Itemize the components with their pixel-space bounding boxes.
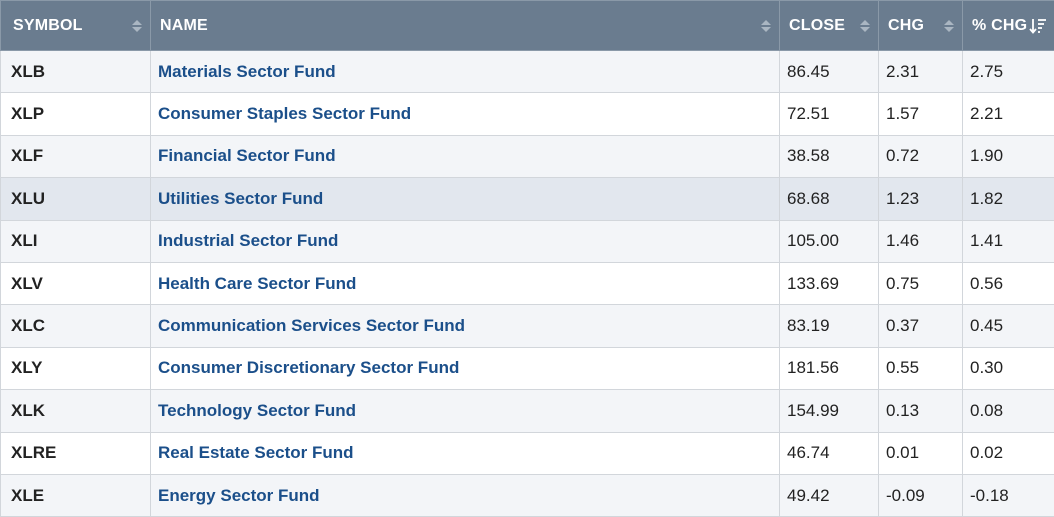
- fund-name-link[interactable]: Materials Sector Fund: [158, 62, 336, 81]
- chg-cell: 1.46: [879, 220, 963, 262]
- column-header-name-label: NAME: [160, 17, 208, 35]
- name-cell: Consumer Staples Sector Fund: [151, 93, 780, 135]
- fund-name-link[interactable]: Communication Services Sector Fund: [158, 316, 465, 335]
- close-cell: 181.56: [780, 347, 879, 389]
- close-cell: 105.00: [780, 220, 879, 262]
- close-cell: 154.99: [780, 390, 879, 432]
- symbol-cell: XLRE: [1, 432, 151, 474]
- pct-chg-cell: 0.56: [963, 262, 1054, 304]
- close-cell: 86.45: [780, 51, 879, 93]
- close-cell: 133.69: [780, 262, 879, 304]
- table-row[interactable]: XLC Communication Services Sector Fund 83.…: [1, 305, 1054, 347]
- fund-name-link[interactable]: Real Estate Sector Fund: [158, 443, 354, 462]
- chg-cell: 0.75: [879, 262, 963, 304]
- name-cell: Materials Sector Fund: [151, 51, 780, 93]
- pct-chg-cell: 1.82: [963, 178, 1054, 220]
- symbol-cell: XLB: [1, 51, 151, 93]
- table-row[interactable]: XLY Consumer Discretionary Sector Fund 181…: [1, 347, 1054, 389]
- fund-name-link[interactable]: Industrial Sector Fund: [158, 231, 338, 250]
- chg-cell: 1.57: [879, 93, 963, 135]
- table-row[interactable]: XLE Energy Sector Fund 49.42-0.09-0.18: [1, 474, 1054, 516]
- chg-cell: -0.09: [879, 474, 963, 516]
- column-header-pct-chg-label: % CHG: [972, 17, 1027, 35]
- name-cell: Technology Sector Fund: [151, 390, 780, 432]
- close-cell: 38.58: [780, 135, 879, 177]
- pct-chg-cell: 2.21: [963, 93, 1054, 135]
- fund-name-link[interactable]: Energy Sector Fund: [158, 486, 320, 505]
- symbol-cell: XLY: [1, 347, 151, 389]
- fund-name-link[interactable]: Technology Sector Fund: [158, 401, 356, 420]
- column-header-name[interactable]: NAME: [151, 1, 780, 51]
- column-header-close-label: CLOSE: [789, 17, 845, 35]
- close-cell: 68.68: [780, 178, 879, 220]
- pct-chg-cell: 1.41: [963, 220, 1054, 262]
- pct-chg-cell: 0.02: [963, 432, 1054, 474]
- name-cell: Industrial Sector Fund: [151, 220, 780, 262]
- close-cell: 49.42: [780, 474, 879, 516]
- column-header-symbol[interactable]: SYMBOL: [1, 1, 151, 51]
- column-header-close[interactable]: CLOSE: [780, 1, 879, 51]
- name-cell: Health Care Sector Fund: [151, 262, 780, 304]
- pct-chg-cell: 0.45: [963, 305, 1054, 347]
- column-header-symbol-label: SYMBOL: [13, 17, 83, 35]
- close-cell: 72.51: [780, 93, 879, 135]
- column-header-chg-label: CHG: [888, 17, 924, 35]
- name-cell: Real Estate Sector Fund: [151, 432, 780, 474]
- symbol-cell: XLK: [1, 390, 151, 432]
- pct-chg-cell: -0.18: [963, 474, 1054, 516]
- pct-chg-cell: 1.90: [963, 135, 1054, 177]
- pct-chg-cell: 0.30: [963, 347, 1054, 389]
- chg-cell: 0.01: [879, 432, 963, 474]
- sort-arrows-icon[interactable]: [943, 20, 955, 32]
- symbol-cell: XLU: [1, 178, 151, 220]
- symbol-cell: XLP: [1, 93, 151, 135]
- sort-arrows-icon[interactable]: [859, 20, 871, 32]
- name-cell: Financial Sector Fund: [151, 135, 780, 177]
- chg-cell: 1.23: [879, 178, 963, 220]
- chg-cell: 0.55: [879, 347, 963, 389]
- symbol-cell: XLF: [1, 135, 151, 177]
- sort-arrows-icon[interactable]: [760, 20, 772, 32]
- fund-name-link[interactable]: Consumer Discretionary Sector Fund: [158, 358, 459, 377]
- chg-cell: 0.37: [879, 305, 963, 347]
- symbol-cell: XLE: [1, 474, 151, 516]
- chg-cell: 2.31: [879, 51, 963, 93]
- close-cell: 46.74: [780, 432, 879, 474]
- sort-arrows-icon[interactable]: [131, 20, 143, 32]
- name-cell: Consumer Discretionary Sector Fund: [151, 347, 780, 389]
- fund-name-link[interactable]: Financial Sector Fund: [158, 146, 336, 165]
- column-header-chg[interactable]: CHG: [879, 1, 963, 51]
- pct-chg-cell: 2.75: [963, 51, 1054, 93]
- fund-name-link[interactable]: Health Care Sector Fund: [158, 274, 356, 293]
- name-cell: Energy Sector Fund: [151, 474, 780, 516]
- symbol-cell: XLV: [1, 262, 151, 304]
- chg-cell: 0.72: [879, 135, 963, 177]
- chg-cell: 0.13: [879, 390, 963, 432]
- pct-chg-cell: 0.08: [963, 390, 1054, 432]
- fund-name-link[interactable]: Consumer Staples Sector Fund: [158, 104, 411, 123]
- table-header-row: SYMBOL NAME CLOSE CHG: [1, 1, 1054, 51]
- close-cell: 83.19: [780, 305, 879, 347]
- fund-name-link[interactable]: Utilities Sector Fund: [158, 189, 323, 208]
- name-cell: Communication Services Sector Fund: [151, 305, 780, 347]
- symbol-cell: XLC: [1, 305, 151, 347]
- column-header-pct-chg[interactable]: % CHG: [963, 1, 1054, 51]
- sort-descending-icon[interactable]: [1029, 18, 1047, 34]
- symbol-cell: XLI: [1, 220, 151, 262]
- name-cell: Utilities Sector Fund: [151, 178, 780, 220]
